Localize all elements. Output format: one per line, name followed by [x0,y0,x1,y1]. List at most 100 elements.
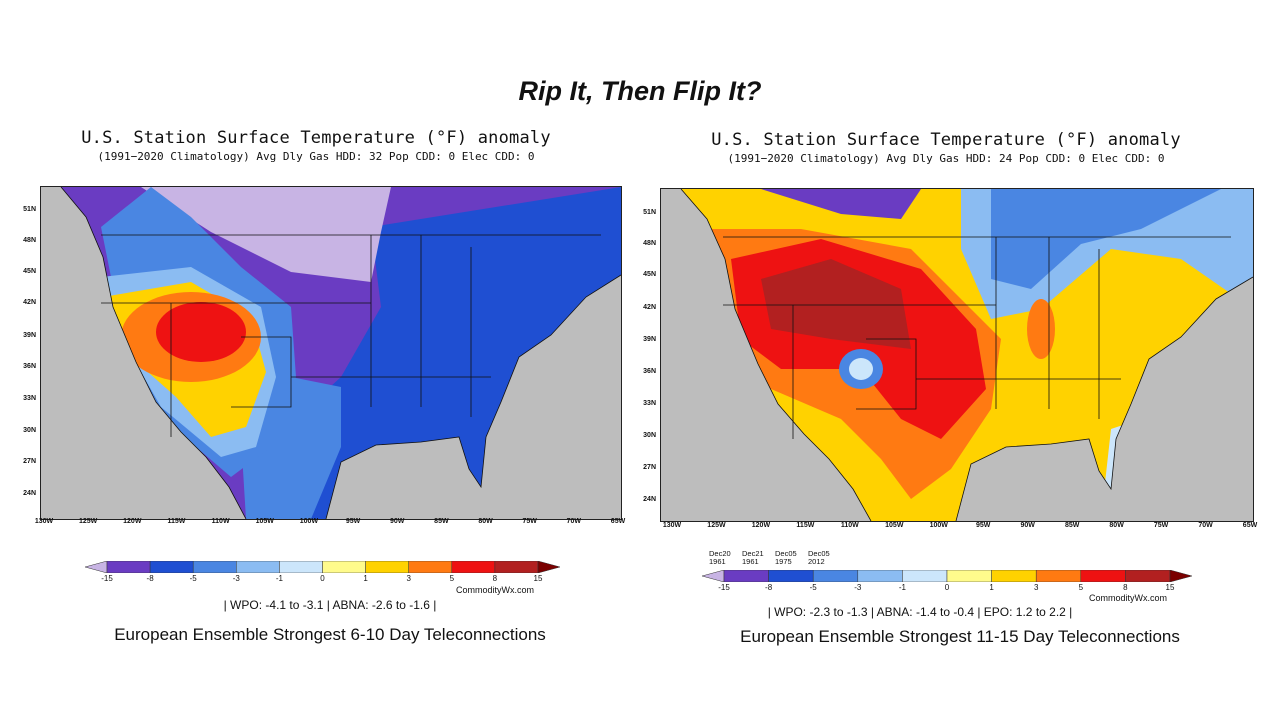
colorbar-segment [494,560,539,574]
lon-label: 75W [1153,522,1169,529]
lon-label: 105W [255,518,274,525]
lon-label: 110W [840,522,859,529]
colorbar-segment [701,569,725,583]
teleconnections-right: | WPO: -2.3 to -1.3 | ABNA: -1.4 to -0.4… [767,605,1073,619]
temperature-anomaly-map-11-15-day [660,188,1254,522]
colorbar-tick: 3 [406,574,411,583]
temperature-anomaly-map-6-10-day [40,186,622,520]
lon-label: 90W [390,518,405,525]
lat-label: 27N [23,458,36,465]
colorbar-segment [723,569,769,583]
colorbar-tick: 15 [533,574,543,583]
analog-date: Dec20 1961 [709,549,731,566]
lon-label: 85W [434,518,449,525]
lon-label: 130W [662,522,682,529]
colorbar-segment [149,560,194,574]
lon-label: 80W [478,518,493,525]
lat-label: 33N [643,400,656,407]
colorbar-segment [1080,569,1126,583]
lat-label: 36N [643,368,656,375]
lon-label: 100W [929,522,948,529]
lon-label: 115W [167,518,186,525]
map-subtitle-left: (1991−2020 Climatology) Avg Dly Gas HDD:… [97,150,535,163]
colorbar-segment [451,560,496,574]
colorbar-segment [991,569,1037,583]
colorbar-segment [537,560,561,574]
colorbar-segment [236,560,280,574]
lon-label: 65W [1242,522,1258,529]
lon-label: 105W [885,522,904,529]
colorbar-segment [84,560,108,574]
colorbar-segment [902,569,948,583]
colorbar-tick: 1 [989,583,994,592]
lat-label: 51N [643,209,656,216]
lat-label: 48N [643,240,656,247]
colorbar-tick: -8 [146,574,154,583]
colorbar-tick: 8 [1123,583,1128,592]
colorbar-tick: 5 [1078,583,1084,592]
lat-label: 36N [23,363,36,370]
lon-label: 95W [976,522,991,529]
colorbar-tick: -3 [232,574,240,583]
colorbar-segment [946,569,992,583]
colorbar-segment [768,569,814,583]
lon-label: 85W [1064,522,1080,529]
analog-date: Dec05 1975 [775,549,797,566]
lat-label: 39N [643,336,656,343]
map-subtitle-right: (1991−2020 Climatology) Avg Dly Gas HDD:… [727,152,1165,165]
lon-label: 65W [610,518,626,525]
lon-label: 115W [796,522,815,529]
map-title-right: U.S. Station Surface Temperature (°F) an… [711,130,1181,150]
colorbar-segment [279,560,323,574]
lat-label: 42N [23,299,36,306]
lat-label: 48N [23,237,36,244]
lat-label: 30N [643,432,656,439]
lat-label: 33N [23,395,36,402]
colorbar-segment [1035,569,1082,583]
lat-label: 24N [643,496,656,503]
colorbar-segment [812,569,859,583]
colorbar-tick: 3 [1033,583,1039,592]
colorbar-segment [1169,569,1193,583]
colorbar-tick: -3 [854,583,862,592]
colorbar-right [701,569,1193,583]
slide-title: Rip It, Then Flip It? [518,76,762,106]
teleconnections-left: | WPO: -4.1 to -3.1 | ABNA: -2.6 to -1.6… [223,598,437,612]
lat-label: 24N [23,490,36,497]
lat-label: 42N [643,304,656,311]
caption-left: European Ensemble Strongest 6-10 Day Tel… [114,625,546,644]
lon-label: 95W [345,518,361,525]
colorbar-tick: 5 [449,574,455,583]
colorbar-segment [408,560,453,574]
lon-label: 70W [1198,522,1213,529]
lon-label: 75W [522,518,537,525]
analog-date: Dec21 1961 [742,549,764,566]
lat-label: 45N [23,268,36,275]
lon-label: 120W [751,522,771,529]
lon-label: 120W [123,518,142,525]
colorbar-segment [857,569,903,583]
lon-label: 90W [1020,522,1035,529]
colorbar-tick: 1 [363,574,368,583]
lon-label: 110W [211,518,230,525]
colorbar-tick: 15 [1165,583,1175,592]
lon-label: 100W [299,518,319,525]
colorbar-tick: -5 [189,574,197,583]
lat-label: 27N [643,464,656,471]
colorbar-segment [106,560,151,574]
map-title-left: U.S. Station Surface Temperature (°F) an… [81,128,551,148]
colorbar-tick: -15 [718,583,730,592]
colorbar-left [84,560,561,574]
lat-label: 30N [23,427,36,434]
lon-label: 125W [707,522,726,529]
colorbar-segment [322,560,366,574]
colorbar-tick: 0 [320,574,325,583]
lat-label: 51N [23,206,36,213]
colorbar-tick: -15 [101,574,113,583]
colorbar-segment [365,560,409,574]
lon-label: 80W [1109,522,1124,529]
colorbar-tick: 8 [492,574,498,583]
credit-left: CommodityWx.com [456,585,535,595]
colorbar-segment [1125,569,1171,583]
lat-label: 39N [23,332,36,339]
